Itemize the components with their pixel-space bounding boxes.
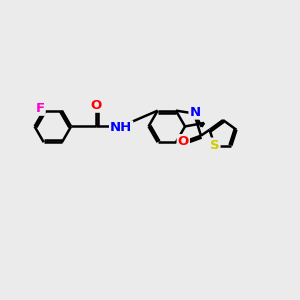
Text: F: F bbox=[36, 102, 45, 115]
Text: N: N bbox=[190, 106, 201, 118]
Text: O: O bbox=[178, 135, 189, 148]
Text: O: O bbox=[91, 99, 102, 112]
Text: NH: NH bbox=[110, 122, 132, 134]
Text: S: S bbox=[210, 139, 220, 152]
